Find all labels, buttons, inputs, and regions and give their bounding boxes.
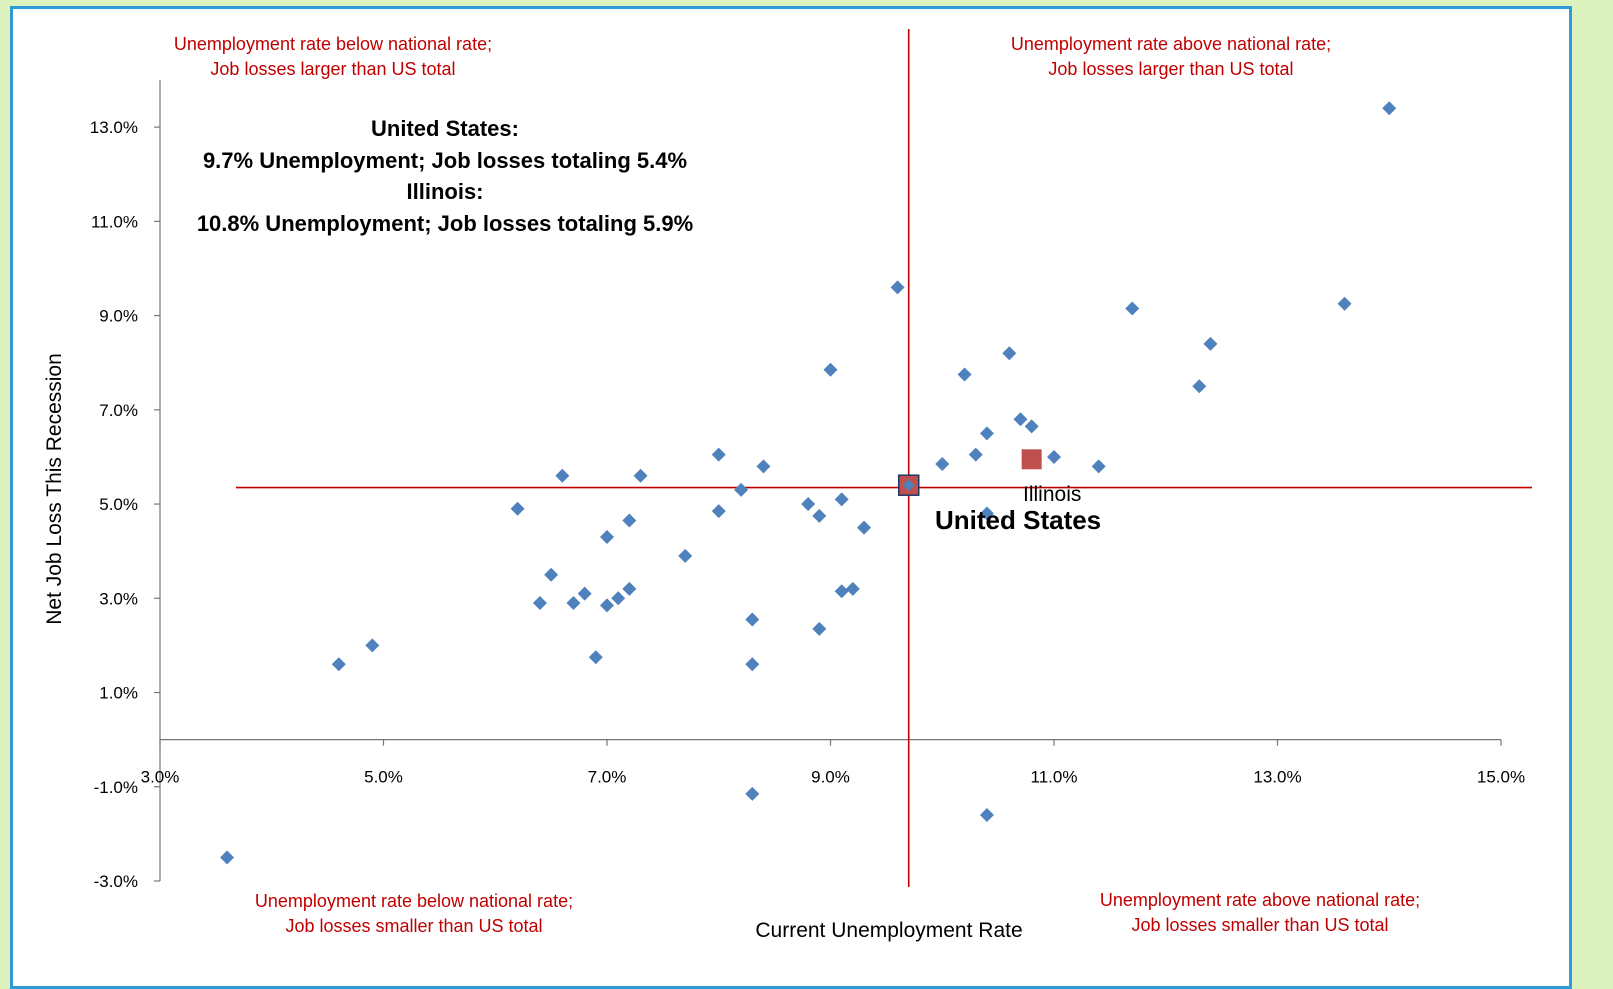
data-point <box>1337 296 1352 311</box>
data-point <box>331 657 346 672</box>
data-point <box>1013 412 1028 427</box>
x-tick-label: 5.0% <box>364 768 403 787</box>
data-point <box>711 504 726 519</box>
info-il-heading: Illinois: <box>407 179 484 204</box>
data-point <box>935 457 950 472</box>
data-point <box>532 596 547 611</box>
data-point <box>756 459 771 474</box>
svg-text:Unemployment rate below nation: Unemployment rate below national rate; <box>174 34 492 54</box>
illinois-label: Illinois <box>1023 483 1081 506</box>
data-point <box>845 581 860 596</box>
x-tick-label: 9.0% <box>811 768 850 787</box>
data-point <box>979 426 994 441</box>
y-tick-label: 1.0% <box>99 684 138 703</box>
data-point <box>834 584 849 599</box>
data-point <box>1125 301 1140 316</box>
data-point <box>510 501 525 516</box>
svg-text:Job losses larger than US tota: Job losses larger than US total <box>1048 59 1293 79</box>
info-us-heading: United States: <box>371 116 519 141</box>
data-point <box>1002 346 1017 361</box>
svg-text:Job losses smaller than US tot: Job losses smaller than US total <box>1131 915 1388 935</box>
data-point <box>1192 379 1207 394</box>
y-tick-label: 5.0% <box>99 495 138 514</box>
axes: -3.0% -1.0% 1.0% 3.0% 5.0% 7.0% 9.0% 11.0% 13.0%… <box>90 80 1525 891</box>
chart-frame: -3.0% -1.0% 1.0% 3.0% 5.0% 7.0% 9.0% 11.0% 13.0%… <box>10 6 1572 989</box>
y-tick-label: 11.0% <box>91 212 138 231</box>
svg-text:Unemployment rate below nation: Unemployment rate below national rate; <box>255 891 573 911</box>
quadrant-label-top-right: Unemployment rate above national rate; J… <box>1011 34 1331 79</box>
data-point <box>745 612 760 627</box>
highlight-point-united-states-diamond <box>902 479 915 492</box>
data-point <box>1203 336 1218 351</box>
data-point <box>1047 449 1061 464</box>
data-point <box>823 362 838 377</box>
x-tick-label: 7.0% <box>588 768 627 787</box>
data-point <box>834 492 849 507</box>
info-box: United States: 9.7% Unemployment; Job lo… <box>197 116 693 236</box>
y-tick-label: 13.0% <box>90 118 138 137</box>
data-point <box>365 638 380 653</box>
data-point <box>622 513 637 528</box>
scatter-chart: -3.0% -1.0% 1.0% 3.0% 5.0% 7.0% 9.0% 11.0% 13.0%… <box>43 29 1532 942</box>
y-tick-label: 3.0% <box>99 589 138 608</box>
data-point <box>801 497 816 512</box>
info-us-detail: 9.7% Unemployment; Job losses totaling 5… <box>203 148 687 173</box>
data-point <box>600 530 614 545</box>
x-tick-label: 11.0% <box>1031 768 1078 787</box>
data-point <box>633 468 648 483</box>
quadrant-label-top-left: Unemployment rate below national rate; J… <box>174 34 492 79</box>
x-tick-label: 13.0% <box>1253 768 1301 787</box>
data-point <box>1091 459 1106 474</box>
svg-text:Unemployment rate above nation: Unemployment rate above national rate; <box>1100 890 1420 910</box>
x-tick-label: 15.0% <box>1477 768 1525 787</box>
data-point <box>588 650 603 665</box>
data-point <box>812 621 827 636</box>
y-tick-label: -3.0% <box>94 872 138 891</box>
svg-text:Job losses smaller than US tot: Job losses smaller than US total <box>285 916 542 936</box>
x-tick-label: 3.0% <box>141 768 180 787</box>
data-point <box>890 280 905 295</box>
data-point <box>979 506 994 521</box>
data-point <box>857 520 872 535</box>
data-point <box>544 567 559 582</box>
y-tick-label: 9.0% <box>99 307 138 326</box>
data-point <box>1382 101 1397 116</box>
united-states-label: United States <box>935 505 1101 535</box>
data-point <box>979 808 994 823</box>
highlight-points <box>897 449 1042 496</box>
x-axis-title: Current Unemployment Rate <box>755 919 1022 942</box>
data-point <box>745 657 760 672</box>
data-point <box>957 367 972 382</box>
info-il-detail: 10.8% Unemployment; Job losses totaling … <box>197 211 693 236</box>
y-axis-title: Net Job Loss This Recession <box>43 353 66 625</box>
data-point <box>555 468 570 483</box>
data-point <box>812 508 827 523</box>
data-point <box>734 482 749 497</box>
data-point <box>577 586 592 601</box>
reference-lines <box>236 29 1532 887</box>
data-point <box>220 850 235 865</box>
data-point <box>600 598 614 613</box>
svg-text:Job losses larger than US tota: Job losses larger than US total <box>210 59 455 79</box>
y-tick-label: -1.0% <box>94 778 138 797</box>
data-point <box>678 548 693 563</box>
data-point <box>622 581 637 596</box>
data-point <box>1024 419 1039 434</box>
y-tick-label: 7.0% <box>99 401 138 420</box>
highlight-point-illinois <box>1021 449 1042 470</box>
data-point <box>968 447 983 462</box>
svg-text:Unemployment rate above nation: Unemployment rate above national rate; <box>1011 34 1331 54</box>
quadrant-label-bottom-left: Unemployment rate below national rate; J… <box>255 891 573 936</box>
data-point <box>611 591 626 606</box>
data-point <box>566 596 581 611</box>
data-point <box>745 786 760 801</box>
data-point <box>711 447 726 462</box>
quadrant-label-bottom-right: Unemployment rate above national rate; J… <box>1100 890 1420 935</box>
